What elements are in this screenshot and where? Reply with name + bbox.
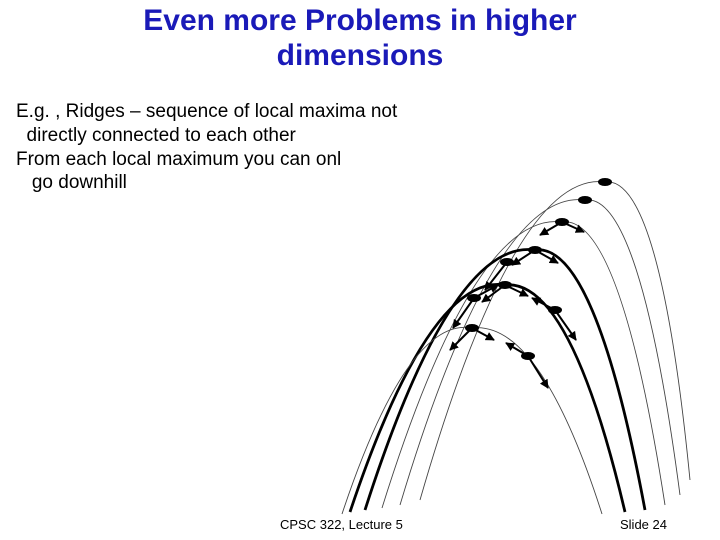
ridge-node	[598, 178, 612, 186]
ridge-curve	[342, 327, 602, 514]
ridge-curve	[382, 222, 665, 508]
downhill-arrow	[528, 356, 548, 388]
slide-root: Even more Problems in higher dimensions …	[0, 0, 720, 540]
slide-title: Even more Problems in higher dimensions	[0, 4, 720, 73]
downhill-arrow	[532, 298, 555, 310]
title-line-1: Even more Problems in higher	[143, 4, 576, 37]
body-line-0: E.g. , Ridges – sequence of local maxima…	[16, 100, 397, 124]
ridge-node	[578, 196, 592, 204]
downhill-arrow	[450, 328, 472, 350]
downhill-arrow	[540, 222, 562, 235]
title-line-2: dimensions	[277, 39, 444, 72]
footer-lecture: CPSC 322, Lecture 5	[280, 517, 403, 532]
footer-slide: Slide 24	[620, 517, 667, 532]
ridge-curve	[400, 200, 680, 505]
body-line-1: directly connected to each other	[16, 124, 397, 148]
ridges-diagram	[340, 150, 700, 520]
